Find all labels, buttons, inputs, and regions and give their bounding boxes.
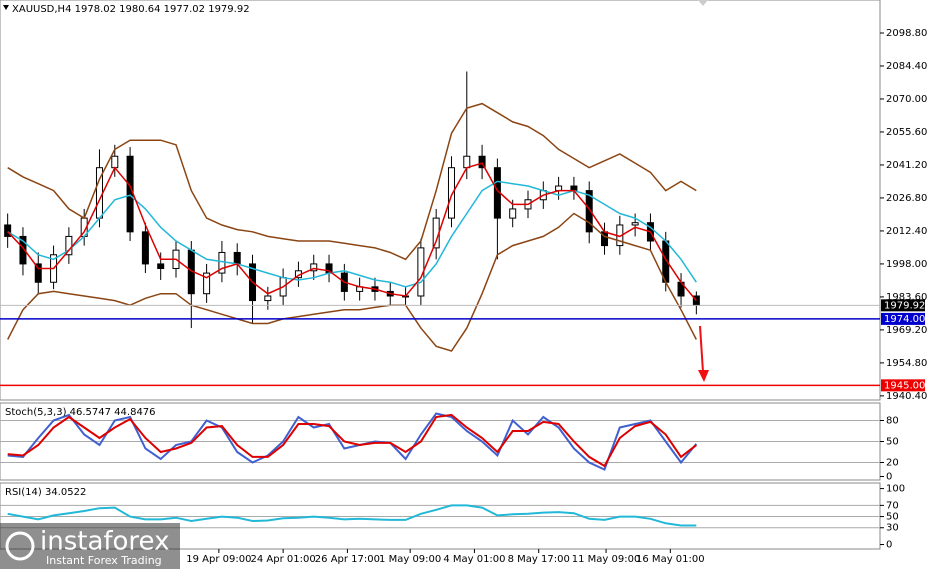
last-price-bg <box>881 299 925 312</box>
arrow-head <box>698 370 709 382</box>
candle-body <box>126 155 134 233</box>
x-tick-label: 4 May 01:00 <box>443 554 505 565</box>
watermark-brand: instaforex <box>40 527 169 557</box>
y-tick-label: 1954.80 <box>886 358 927 369</box>
y-tick-label: 50 <box>886 512 899 523</box>
y-tick-label: 0 <box>886 472 892 483</box>
panel-title: RSI(14) 34.0522 <box>5 487 86 498</box>
level-label-bg <box>881 312 925 325</box>
y-tick-label: 70 <box>886 500 899 511</box>
candle-body <box>447 167 455 219</box>
candle-body <box>19 235 27 265</box>
y-tick-label: 30 <box>886 523 899 534</box>
y-tick-label: 80 <box>886 416 899 427</box>
indicator-line <box>7 413 697 468</box>
indicator-line <box>7 102 697 261</box>
x-tick-label: 8 May 17:00 <box>508 554 570 565</box>
x-tick-label: 24 Apr 01:00 <box>251 554 316 565</box>
y-tick-label: 20 <box>886 458 899 469</box>
y-tick-label: 2026.80 <box>886 193 927 204</box>
y-tick-label: 1998.00 <box>886 259 927 270</box>
y-tick-label: 2084.40 <box>886 61 927 72</box>
candle-body <box>141 231 149 265</box>
y-tick-label: 2055.60 <box>886 127 927 138</box>
y-tick-label: 1940.40 <box>886 391 927 402</box>
watermark-logo <box>5 531 35 561</box>
candle-body <box>631 222 639 226</box>
indicator-line <box>7 162 697 302</box>
symbol-marker <box>3 5 9 10</box>
panel-title: XAUUSD,H4 1978.02 1980.64 1977.02 1979.9… <box>12 4 250 15</box>
candle-body <box>585 190 593 233</box>
y-tick-label: 2041.20 <box>886 160 927 171</box>
scroll-marker <box>698 0 708 6</box>
watermark-bg <box>0 523 180 569</box>
candle-body <box>264 295 272 302</box>
x-tick-label: 16 May 01:00 <box>636 554 705 565</box>
candle-body <box>34 263 42 283</box>
candle-body <box>310 263 318 272</box>
candle-body <box>111 155 119 169</box>
y-tick-label: 2098.80 <box>886 28 927 39</box>
x-tick-label: 26 Apr 17:00 <box>315 554 380 565</box>
plot-layer: 1974.00 1945.00 1979.92 19 Apr 09:00 24 Apr … <box>0 4 927 565</box>
candle-body <box>203 272 211 295</box>
y-tick-label: 1969.20 <box>886 325 927 336</box>
candle-body <box>463 155 471 169</box>
indicator-line <box>7 180 697 288</box>
y-tick-label: 2012.40 <box>886 226 927 237</box>
x-tick-label: 1 May 09:00 <box>379 554 441 565</box>
candle-body <box>4 224 12 237</box>
y-tick-label: 2070.00 <box>886 94 927 105</box>
x-tick-label: 11 May 09:00 <box>572 554 641 565</box>
level-label: 1945.00 <box>884 380 925 391</box>
level-label: 1974.00 <box>884 314 925 325</box>
main-panel <box>0 0 881 401</box>
y-tick-label: 0 <box>886 540 892 551</box>
candle-body <box>157 263 165 269</box>
watermark: instaforex Instant Forex Trading <box>0 523 180 569</box>
y-tick-label: 100 <box>886 484 905 495</box>
arrow-shaft <box>699 325 704 373</box>
x-tick-label: 19 Apr 09:00 <box>186 554 251 565</box>
watermark-tagline: Instant Forex Trading <box>46 554 162 567</box>
candle-body <box>509 208 517 219</box>
indicator-line <box>7 212 697 352</box>
last-price-label: 1979.92 <box>884 300 925 311</box>
indicator-line <box>7 412 698 471</box>
y-tick-label: 1983.60 <box>886 292 927 303</box>
candle-body <box>233 251 241 265</box>
panel-title: Stoch(5,3,3) 46.5747 44.8476 <box>5 407 156 418</box>
y-tick-label: 50 <box>886 437 899 448</box>
candle-body <box>478 155 486 169</box>
indicator-line <box>7 504 697 527</box>
level-label-bg <box>881 379 925 392</box>
